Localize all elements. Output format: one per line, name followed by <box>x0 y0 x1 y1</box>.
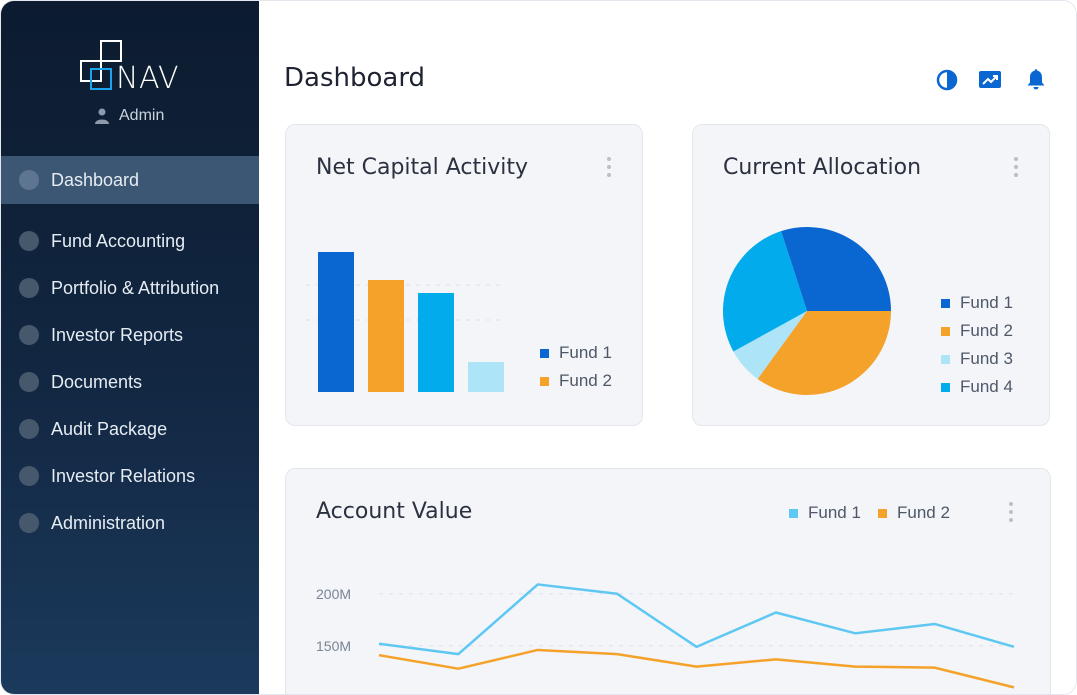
sidebar: NAV Admin Dashboard Fund Accounting Portfo… <box>1 1 259 694</box>
pie-slice <box>781 227 891 311</box>
series-line-fund-2 <box>378 648 1015 689</box>
legend-swatch <box>941 298 950 308</box>
line-chart: 200M 150M <box>316 583 1016 689</box>
bell-icon[interactable] <box>1024 67 1048 91</box>
legend-item: Fund 2 <box>540 371 612 391</box>
sidebar-item-investor-relations[interactable]: Investor Relations <box>1 452 259 500</box>
legend-swatch <box>540 376 549 386</box>
nav-logo-icon <box>80 40 122 90</box>
contrast-icon[interactable] <box>935 68 959 92</box>
sidebar-item-label: Portfolio & Attribution <box>51 277 220 298</box>
user-name: Admin <box>119 107 165 124</box>
legend-item: Fund 1 <box>540 343 612 363</box>
user-info[interactable]: Admin <box>95 107 164 125</box>
legend-swatch <box>941 382 950 392</box>
legend-item: Fund 4 <box>941 377 1013 397</box>
legend-label: Fund 1 <box>559 343 612 362</box>
account-value-card: Account Value Fund 1 Fund 2 200M 150M <box>285 468 1051 694</box>
sidebar-item-audit-package[interactable]: Audit Package <box>1 405 259 453</box>
pie-slice <box>733 311 807 379</box>
sidebar-item-fund-accounting[interactable]: Fund Accounting <box>1 217 259 265</box>
legend-label: Fund 1 <box>808 503 861 522</box>
legend-label: Fund 2 <box>960 321 1013 340</box>
bar <box>318 252 354 392</box>
main-content: Dashboard Net Capital Activity Fund 1 <box>259 1 1076 694</box>
more-options-icon[interactable] <box>604 157 614 181</box>
pie-slice <box>757 311 891 395</box>
legend-swatch <box>941 354 950 364</box>
legend-item: Fund 3 <box>941 349 1013 369</box>
sidebar-item-portfolio-attribution[interactable]: Portfolio & Attribution <box>1 264 259 312</box>
bar-chart <box>306 252 506 392</box>
y-tick-label: 200M <box>316 586 351 602</box>
legend-swatch <box>941 326 950 336</box>
user-icon <box>95 108 109 124</box>
page-title: Dashboard <box>284 63 426 93</box>
more-options-icon[interactable] <box>1006 502 1016 526</box>
legend-swatch <box>540 348 549 358</box>
nav-bullet-icon <box>19 325 39 345</box>
legend-item: Fund 2 <box>878 503 950 523</box>
sidebar-item-label: Investor Reports <box>51 324 184 345</box>
sidebar-item-label: Administration <box>51 512 166 533</box>
series-line-fund-1 <box>378 583 1015 656</box>
sidebar-item-label: Documents <box>51 371 143 392</box>
logo-text: NAV <box>116 61 180 96</box>
nav-bullet-icon <box>19 231 39 251</box>
legend-label: Fund 2 <box>897 503 950 522</box>
pie-slice <box>723 231 807 352</box>
bar <box>418 293 454 392</box>
legend-item: Fund 1 <box>941 293 1013 313</box>
nav-bullet-icon <box>19 419 39 439</box>
net-capital-card: Net Capital Activity Fund 1 Fund 2 <box>285 124 643 426</box>
card-title: Account Value <box>316 499 473 524</box>
nav-bullet-icon <box>19 513 39 533</box>
legend-label: Fund 3 <box>960 349 1013 368</box>
sidebar-item-label: Investor Relations <box>51 465 196 486</box>
sidebar-item-label: Dashboard <box>51 169 140 190</box>
card-title: Net Capital Activity <box>316 155 529 180</box>
bar <box>368 280 404 392</box>
legend-label: Fund 4 <box>960 377 1013 396</box>
nav-bullet-icon <box>19 372 39 392</box>
legend-label: Fund 2 <box>559 371 612 390</box>
sidebar-item-label: Audit Package <box>51 418 168 439</box>
sidebar-item-documents[interactable]: Documents <box>1 358 259 406</box>
card-title: Current Allocation <box>723 155 922 180</box>
sidebar-item-investor-reports[interactable]: Investor Reports <box>1 311 259 359</box>
legend-item: Fund 1 <box>789 503 861 523</box>
pie-chart <box>723 227 891 395</box>
legend-swatch <box>878 508 887 518</box>
legend-swatch <box>789 508 798 518</box>
legend-label: Fund 1 <box>960 293 1013 312</box>
more-options-icon[interactable] <box>1011 157 1021 181</box>
nav-bullet-icon <box>19 278 39 298</box>
legend-item: Fund 2 <box>941 321 1013 341</box>
sidebar-item-label: Fund Accounting <box>51 230 186 251</box>
trending-chart-icon[interactable] <box>978 68 1002 92</box>
sidebar-item-administration[interactable]: Administration <box>1 499 259 547</box>
bar <box>468 362 504 392</box>
sidebar-item-dashboard[interactable]: Dashboard <box>1 156 259 204</box>
allocation-card: Current Allocation Fund 1 Fund 2 Fund 3 … <box>692 124 1050 426</box>
nav-bullet-icon <box>19 170 39 190</box>
y-tick-label: 150M <box>316 638 351 654</box>
nav-bullet-icon <box>19 466 39 486</box>
